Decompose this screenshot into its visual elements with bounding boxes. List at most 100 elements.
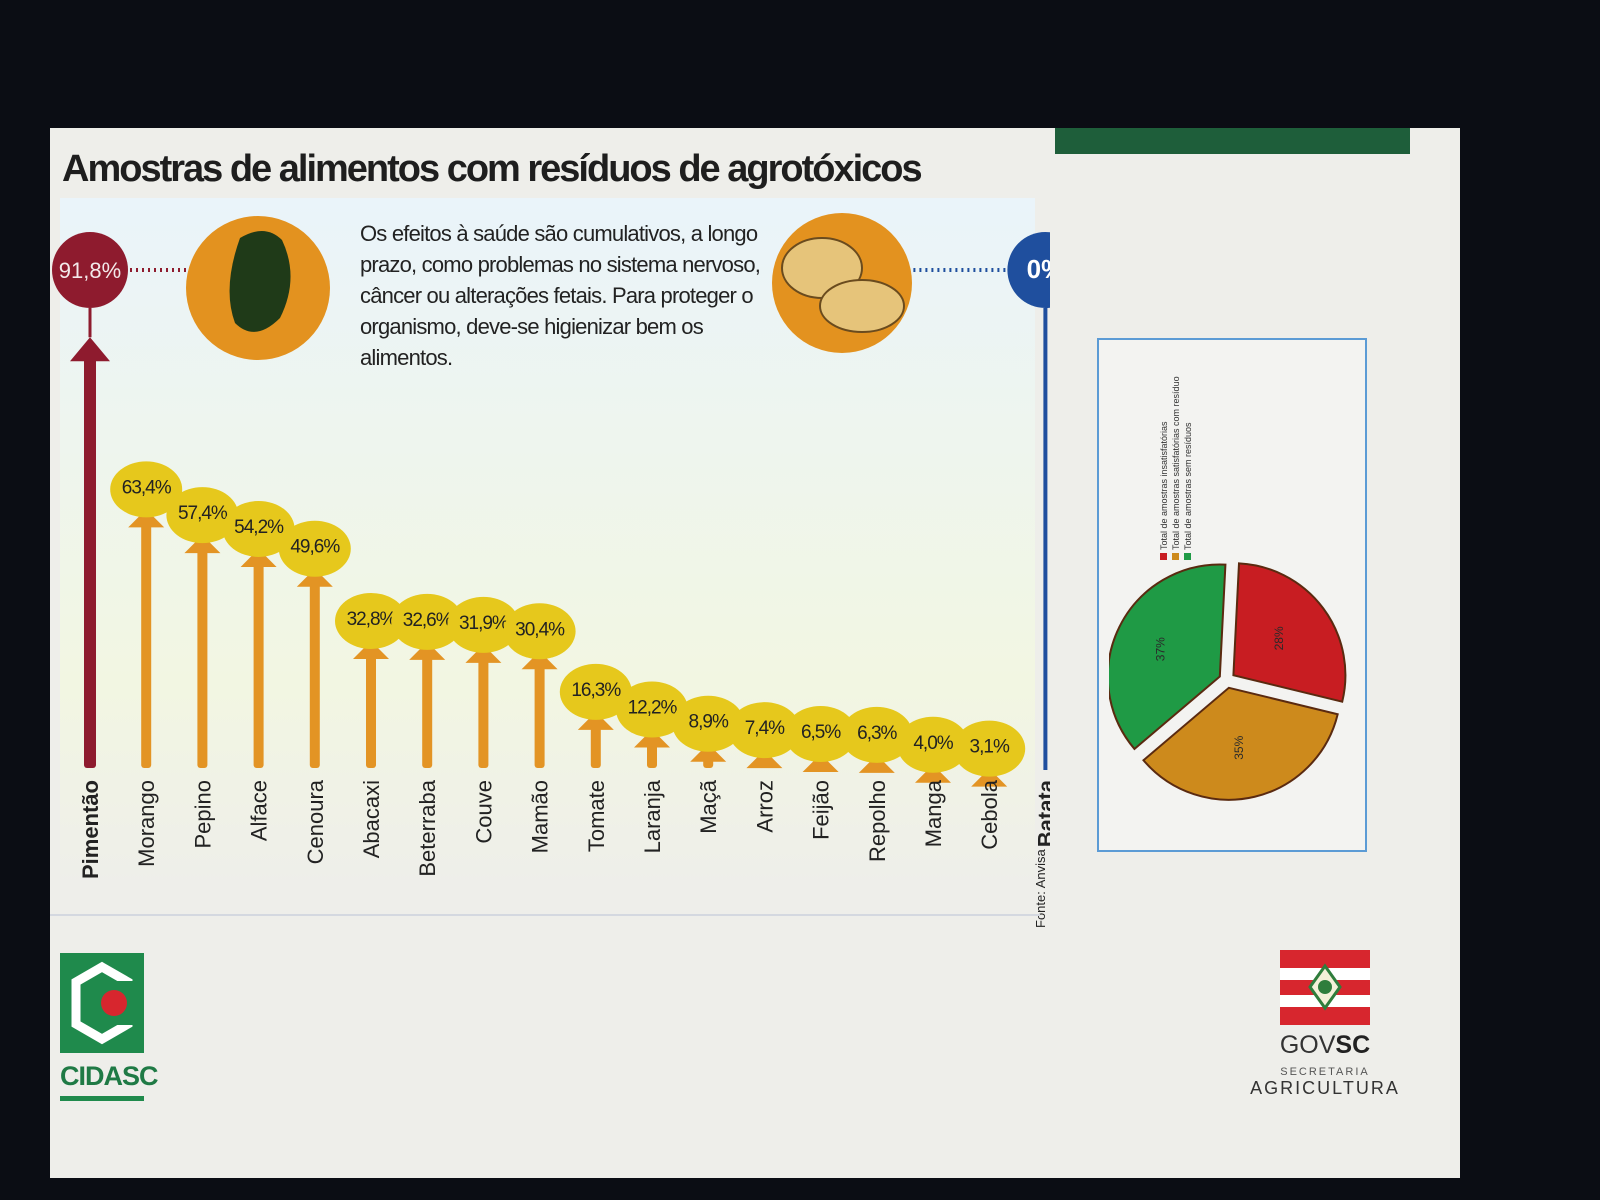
value-label-beterraba: 32,6% (403, 610, 453, 631)
value-label-alface: 54,2% (234, 517, 284, 538)
tick-label-batata: Batata (1033, 779, 1050, 847)
value-label-morango: 63,4% (122, 477, 172, 498)
tick-label-pimentao: Pimentão (78, 780, 103, 879)
gov-suffix: SC (1335, 1031, 1371, 1059)
pie-value-label: 35% (1232, 735, 1246, 759)
cidasc-logo: CIDASC (60, 953, 159, 1101)
value-badge-maca (672, 695, 745, 752)
legend-item-no-residue: Total de amostras sem resíduos (1183, 360, 1193, 560)
sample-pie-chart: 28% 35% 37% (1109, 562, 1347, 801)
value-label-maca: 8,9% (689, 712, 729, 733)
tick-label-abacaxi: Abacaxi (359, 780, 384, 858)
tick-label-laranja: Laranja (640, 779, 665, 853)
govsc-subtitle-2: AGRICULTURA (1250, 1078, 1400, 1098)
value-badge-abacaxi (335, 592, 407, 649)
cidasc-name: CIDASC (60, 1061, 159, 1091)
tick-label-morango: Morango (134, 780, 159, 867)
pie-slice-satisfactory-residue (1142, 686, 1339, 801)
residue-bar-chart: 91,8% Pimentão 63,4% Morango 57,4% Pepino 54,2… (52, 213, 1050, 879)
tick-label-maca: Maçã (696, 779, 721, 834)
value-badge-cenoura (278, 520, 351, 577)
value-badge-couve (447, 596, 520, 653)
bar-arrowhead-cebola (971, 768, 1008, 787)
bar-abacaxi (366, 648, 376, 768)
value-label-feijao: 6,5% (801, 722, 841, 743)
bar-cenoura (309, 576, 320, 768)
value-label-arroz: 7,4% (745, 718, 785, 739)
tick-label-repolho: Repolho (865, 780, 890, 862)
bell-pepper-icon (229, 230, 291, 332)
value-badge-manga (897, 716, 969, 773)
value-badge-arroz (728, 702, 801, 759)
value-badge-pepino (166, 487, 239, 544)
bubble-pimentao (52, 232, 128, 308)
bar-arrowhead-feijao (802, 754, 839, 773)
bar-mamao (534, 659, 545, 768)
source-label: Fonte: Anvisa (1033, 849, 1048, 928)
pie-value-label: 28% (1272, 626, 1286, 650)
value-badge-beterraba (391, 593, 464, 650)
value-badge-feijao (784, 706, 857, 763)
potato-icon (819, 279, 905, 333)
bar-arrowhead-mamao (521, 651, 558, 670)
bar-arrowhead-laranja (634, 729, 670, 748)
legend-item-unsatisfactory: Total de amostras insatisfatórias (1159, 360, 1169, 560)
bar-arrowhead-couve (465, 644, 502, 663)
bar-arrowhead-morango (128, 509, 165, 528)
value-badge-repolho (840, 706, 913, 763)
bar-arrowhead-abacaxi (353, 640, 389, 659)
govsc-logo: GOVSC SECRETARIA AGRICULTURA (1250, 950, 1400, 1099)
pie-slice-unsatisfactory (1232, 562, 1347, 703)
legend-label: Total de amostras sem resíduos (1183, 422, 1193, 550)
pie-legend: Total de amostras insatisfatórias Total … (1159, 360, 1209, 560)
value-label-manga: 4,0% (913, 733, 953, 754)
tick-label-alface: Alface (247, 780, 272, 841)
value-badge-tomate (559, 663, 632, 720)
value-badge-cebola (953, 720, 1026, 777)
legend-item-satisfactory-residue: Total de amostras satisfatórias com resí… (1171, 360, 1181, 560)
value-label-cenoura: 49,6% (290, 537, 340, 558)
value-label-mamao: 30,4% (515, 619, 565, 640)
bubble-batata (1007, 232, 1050, 308)
legend-label: Total de amostras satisfatórias com resí… (1171, 376, 1181, 550)
tick-label-mamao: Mamão (528, 780, 553, 853)
page-title: Amostras de alimentos com resíduos de ag… (62, 148, 923, 190)
value-badge-laranja (616, 681, 688, 738)
tick-label-tomate: Tomate (584, 780, 609, 852)
tick-label-cenoura: Cenoura (303, 779, 328, 864)
value-label-pepino: 57,4% (178, 503, 228, 524)
bar-arrowhead-maca (690, 743, 727, 762)
bar-arrowhead-cenoura (296, 568, 333, 587)
value-label-couve: 31,9% (459, 613, 509, 634)
source-note: Fonte: Anvisa (1028, 768, 1048, 928)
govsc-subtitle-1: SECRETARIA (1280, 1066, 1370, 1078)
health-note: Os efeitos à saúde são cumulativos, a lo… (360, 221, 761, 370)
bar-arrowhead-beterraba (409, 641, 446, 660)
bar-arrowhead-pepino (184, 535, 221, 554)
bar-tomate (590, 719, 601, 768)
cidasc-mark-icon (60, 953, 144, 1053)
tick-label-arroz: Arroz (752, 780, 777, 833)
bar-alface (253, 556, 264, 768)
tick-label-couve: Couve (471, 780, 496, 844)
bar-arrowhead-alface (240, 548, 277, 567)
value-label-tomate: 16,3% (571, 680, 621, 701)
tick-label-feijao: Feijão (809, 780, 834, 840)
gov-prefix: GOV (1279, 1031, 1336, 1059)
value-label-pimentao: 91,8% (59, 258, 121, 283)
value-label-repolho: 6,3% (857, 723, 897, 744)
value-badge-morango (110, 461, 183, 518)
tick-label-beterraba: Beterraba (415, 779, 440, 876)
bar-beterraba (422, 649, 433, 768)
cidasc-underline (60, 1096, 144, 1101)
slide: Amostras de alimentos com resíduos de ag… (50, 128, 1460, 1178)
tick-label-pepino: Pepino (190, 780, 215, 849)
tick-label-manga: Manga (921, 779, 946, 847)
value-label-cebola: 3,1% (970, 737, 1010, 758)
bar-morango (141, 517, 152, 768)
bar-couve (478, 652, 489, 768)
pie-slice-no-residue (1109, 563, 1227, 751)
govsc-name: GOVSC (1250, 1031, 1400, 1060)
bar-arrowhead-repolho (858, 754, 895, 773)
bar-arrowhead-manga (915, 764, 951, 783)
